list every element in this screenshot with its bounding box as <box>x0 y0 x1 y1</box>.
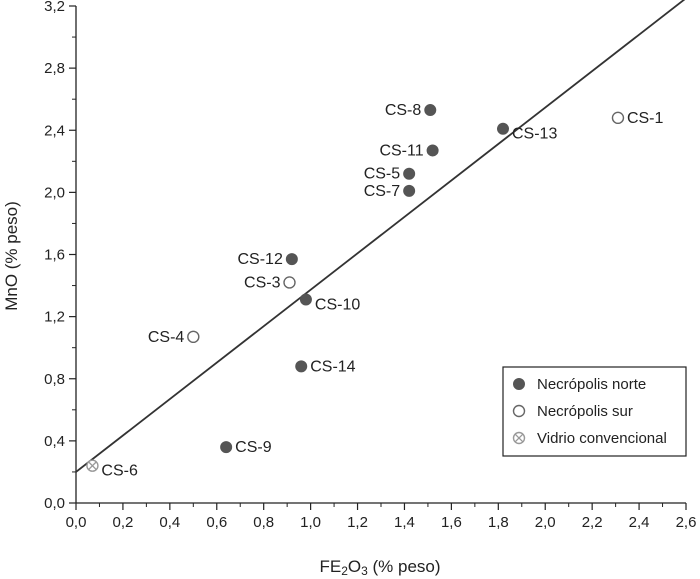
legend: Necrópolis norte Necrópolis sur Vidrio con… <box>502 366 687 457</box>
legend-marker-cross <box>512 431 526 445</box>
legend-label: Necrópolis sur <box>537 403 633 420</box>
data-label-cs-8: CS-8 <box>385 102 422 119</box>
y-tick-label: 3,2 <box>44 0 65 15</box>
cross-marker-line <box>88 461 97 471</box>
data-point-cs-12 <box>285 253 298 266</box>
legend-label: Vidrio convencional <box>537 430 667 447</box>
x-tick-label: 1,4 <box>394 514 415 531</box>
x-tick-label: 0,2 <box>112 514 133 531</box>
y-tick-label: 2,4 <box>44 122 65 139</box>
data-point-cs-10 <box>299 293 312 306</box>
data-points: CS-8 CS-13 CS-11 CS-5CS-7 CS-12 CS-10 CS-14 CS-… <box>86 102 664 480</box>
data-label-cs-7: CS-7 <box>364 183 401 200</box>
x-tick-label: 2,2 <box>582 514 603 531</box>
x-tick-label: 2,4 <box>629 514 650 531</box>
cross-marker-line <box>514 433 524 443</box>
data-label-cs-13: CS-13 <box>512 126 557 143</box>
y-tick-label: 0,0 <box>44 495 65 512</box>
data-point-cs-1 <box>611 111 625 125</box>
x-tick-label: 1,6 <box>441 514 462 531</box>
legend-marker-open <box>512 404 526 418</box>
y-tick-label: 1,6 <box>44 247 65 264</box>
x-axis-title-part: FE <box>319 557 341 576</box>
x-tick-label: 0,6 <box>206 514 227 531</box>
data-label-cs-5: CS-5 <box>364 166 401 183</box>
data-point-cs-8 <box>424 104 437 117</box>
y-tick-label: 0,4 <box>44 433 65 450</box>
data-point-cs-3 <box>283 276 296 289</box>
data-label-cs-4: CS-4 <box>148 329 185 346</box>
data-label-cs-12: CS-12 <box>237 251 282 268</box>
data-label-cs-14: CS-14 <box>310 358 355 375</box>
y-tick-label: 1,2 <box>44 309 65 326</box>
x-axis-title-subscript: 2 <box>341 564 348 578</box>
x-tick-label: 1,2 <box>347 514 368 531</box>
data-label-cs-6: CS-6 <box>101 463 138 480</box>
data-label-cs-3: CS-3 <box>244 274 281 291</box>
x-tick-label: 1,8 <box>488 514 509 531</box>
legend-label: Necrópolis norte <box>537 376 646 393</box>
data-label-cs-9: CS-9 <box>235 439 272 456</box>
x-tick-label: 2,0 <box>535 514 556 531</box>
x-tick-label: 2,6 <box>676 514 697 531</box>
y-axis-title: MnO (% peso) <box>2 201 21 311</box>
x-axis-title-part: O <box>348 557 361 576</box>
x-tick-label: 0,4 <box>159 514 180 531</box>
trendline-group <box>76 0 686 473</box>
trend-line <box>76 0 686 473</box>
x-axis-title-part: (% peso) <box>368 557 441 576</box>
data-point-cs-13 <box>497 122 509 135</box>
y-tick-label: 0,8 <box>44 371 65 388</box>
x-tick-label: 0,0 <box>66 514 87 531</box>
data-point-cs-5 <box>403 167 416 180</box>
x-axis-title: FE2O3 (% peso) <box>319 557 440 578</box>
data-point-cs-9 <box>220 441 233 454</box>
legend-box <box>502 366 687 457</box>
data-point-cs-7 <box>403 184 416 197</box>
data-point-cs-14 <box>295 360 308 373</box>
y-tick-label: 2,0 <box>44 184 65 201</box>
x-tick-label: 1,0 <box>300 514 321 531</box>
data-point-cs-4 <box>187 330 200 344</box>
x-axis-title-subscript: 3 <box>361 564 368 578</box>
x-tick-label: 0,8 <box>253 514 274 531</box>
legend-marker-filled <box>513 378 525 390</box>
data-label-cs-10: CS-10 <box>315 297 360 314</box>
data-point-cs-11 <box>426 144 439 157</box>
data-label-cs-11: CS-11 <box>379 142 423 159</box>
y-tick-label: 2,8 <box>44 60 65 77</box>
data-label-cs-1: CS-1 <box>627 110 664 127</box>
data-point-cs-6 <box>86 459 99 472</box>
axes: 0,0 0,2 0,4 0,6 0,8 1,0 1,2 1,4 1,6 1,8 2,0 2,2 2,4 2… <box>44 0 696 531</box>
